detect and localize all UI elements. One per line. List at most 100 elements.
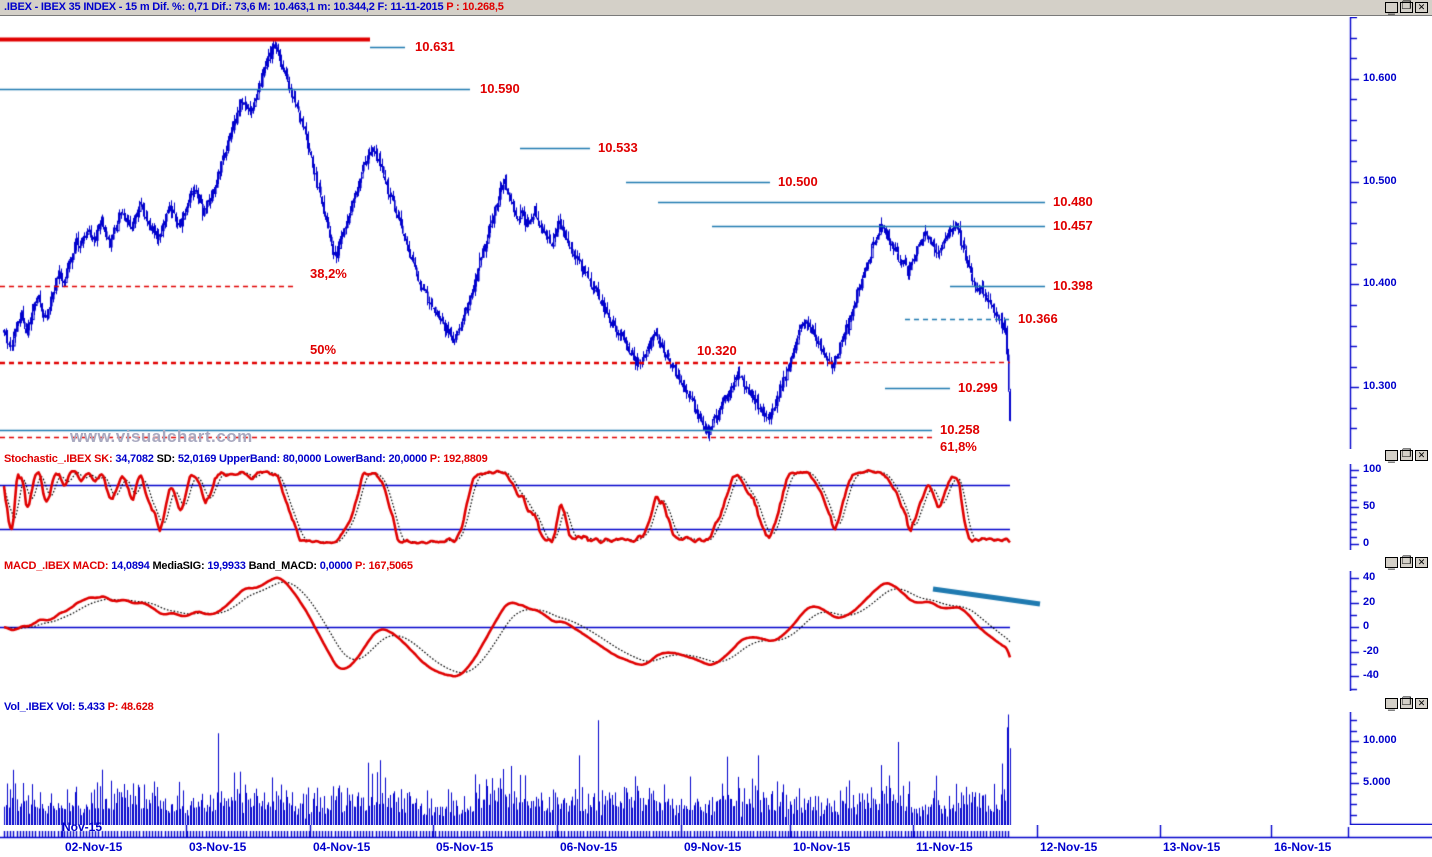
title-max: 10.463,1 [273,1,315,13]
time-axis-label: 05-Nov-15 [436,840,494,854]
maximize-button-icon[interactable]: ❐ [1400,555,1413,568]
title-symbol: .IBEX - IBEX 35 INDEX - [4,1,123,13]
macd-panel[interactable] [0,571,1348,691]
minimize-button-icon[interactable]: _ [1385,698,1398,710]
stochastic-name: Stochastic_.IBEX [4,453,92,465]
time-axis[interactable] [0,825,1432,857]
price-axis-label: 10.600 [1363,71,1397,84]
panel-window-controls[interactable]: _ ❐ ✕ [1385,555,1428,569]
stochastic-lower-label: LowerBand: [324,453,386,465]
stochastic-axis[interactable] [1348,464,1432,550]
macd-band-value: 0,0000 [319,560,353,572]
time-axis-label: 12-Nov-15 [1040,840,1098,854]
title-date: 11-11-2015 [390,1,444,13]
chart-canvas [0,17,1348,449]
time-axis-label: 09-Nov-15 [684,840,742,854]
chart-canvas [0,571,1348,691]
price-axis[interactable] [1348,17,1432,449]
stochastic-sd-label: SD: [156,453,176,465]
close-button-icon[interactable]: ✕ [1415,698,1428,709]
macd-axis-label: -40 [1363,669,1379,682]
price-level-label: 10.258 [940,422,980,438]
volume-value: 5.433 [78,701,105,713]
stochastic-header: Stochastic_.IBEX SK: 34,7082 SD: 52,0169… [4,453,488,465]
macd-header: MACD_.IBEX MACD: 14,0894 MediaSIG: 19,99… [4,560,413,572]
panel-window-controls[interactable]: _ ❐ ✕ [1385,0,1428,14]
volume-panel[interactable] [0,712,1348,825]
title-date-label: F: [377,1,388,13]
macd-band-label: Band_MACD: [248,560,317,572]
minimize-button-icon[interactable]: _ [1385,450,1398,462]
volume-axis-label: 10.000 [1363,734,1397,747]
maximize-button-icon[interactable]: ❐ [1400,448,1413,461]
macd-label: MACD: [72,560,109,572]
price-axis-label: 10.400 [1363,277,1397,290]
macd-axis-label: 40 [1363,571,1376,584]
title-min: 10.344,2 [333,1,375,13]
volume-header: Vol_.IBEX Vol: 5.433 P: 48.628 [4,701,154,713]
chart-canvas [1348,712,1432,825]
chart-canvas [1348,464,1432,550]
price-chart-panel[interactable] [0,17,1348,449]
macd-name: MACD_.IBEX [4,560,70,572]
macd-value: 14,0894 [111,560,150,572]
stochastic-sd-value: 52,0169 [177,453,217,465]
price-level-label: 50% [310,341,337,357]
time-axis-label: 11-Nov-15 [916,840,973,854]
close-button-icon[interactable]: ✕ [1415,557,1428,568]
macd-sig-value: 19,9933 [207,560,246,572]
price-level-label: 10.366 [1018,311,1058,327]
macd-axis-label: -20 [1363,644,1379,657]
stochastic-sk-label: SK: [94,453,113,465]
chart-canvas [1348,571,1432,691]
minimize-button-icon[interactable]: _ [1385,557,1398,569]
stochastic-axis-label: 0 [1363,537,1370,550]
time-axis-label: 06-Nov-15 [560,840,618,854]
price-axis-label: 10.500 [1363,174,1397,187]
volume-p-label: P: [107,701,119,713]
stochastic-upper-value: 80,0000 [282,453,322,465]
macd-axis-label: 0 [1363,620,1370,633]
time-axis-month-label: Nov-15 [62,820,103,834]
price-level-label: 10.457 [1053,217,1093,233]
title-min-label: m: [317,1,331,13]
price-level-label: 10.299 [958,380,998,396]
minimize-button-icon[interactable]: _ [1385,2,1398,14]
price-level-label: 38,2% [310,266,347,282]
stochastic-upper-label: UpperBand: [219,453,280,465]
title-max-label: M: [258,1,271,13]
volume-axis[interactable] [1348,712,1432,825]
time-axis-label: 13-Nov-15 [1163,840,1221,854]
stochastic-p-value: 192,8809 [443,453,488,465]
chart-canvas [1348,17,1432,449]
macd-axis-label: 20 [1363,595,1376,608]
time-axis-label: 16-Nov-15 [1274,840,1332,854]
window-titlebar: .IBEX - IBEX 35 INDEX - 15 m Dif. %: 0,7… [0,0,1432,16]
volume-axis-label: 5.000 [1363,776,1391,789]
time-axis-label: 02-Nov-15 [65,840,123,854]
macd-axis[interactable] [1348,571,1432,691]
watermark: www.visualchart.com [70,427,253,446]
price-level-label: 61,8% [940,438,977,454]
price-level-label: 10.590 [480,81,520,96]
volume-label: Vol: [56,701,76,713]
stochastic-axis-label: 50 [1363,500,1376,512]
close-button-icon[interactable]: ✕ [1415,2,1428,13]
title-price: 10.268,5 [462,1,504,13]
volume-name: Vol_.IBEX [4,701,54,713]
price-level-label: 10.500 [778,173,818,189]
macd-sig-label: MediaSIG: [152,560,205,572]
close-button-icon[interactable]: ✕ [1415,450,1428,461]
maximize-button-icon[interactable]: ❐ [1400,0,1413,13]
macd-p-value: 167,5065 [368,560,413,572]
stochastic-sk-value: 34,7082 [115,453,154,465]
volume-p-value: 48.628 [121,701,154,713]
maximize-button-icon[interactable]: ❐ [1400,696,1413,709]
stochastic-axis-label: 100 [1363,462,1382,475]
stochastic-panel[interactable] [0,464,1348,550]
panel-window-controls[interactable]: _ ❐ ✕ [1385,448,1428,462]
panel-window-controls[interactable]: _ ❐ ✕ [1385,696,1428,710]
macd-p-label: P: [355,560,366,572]
title-timeframe: 15 m [125,1,150,13]
